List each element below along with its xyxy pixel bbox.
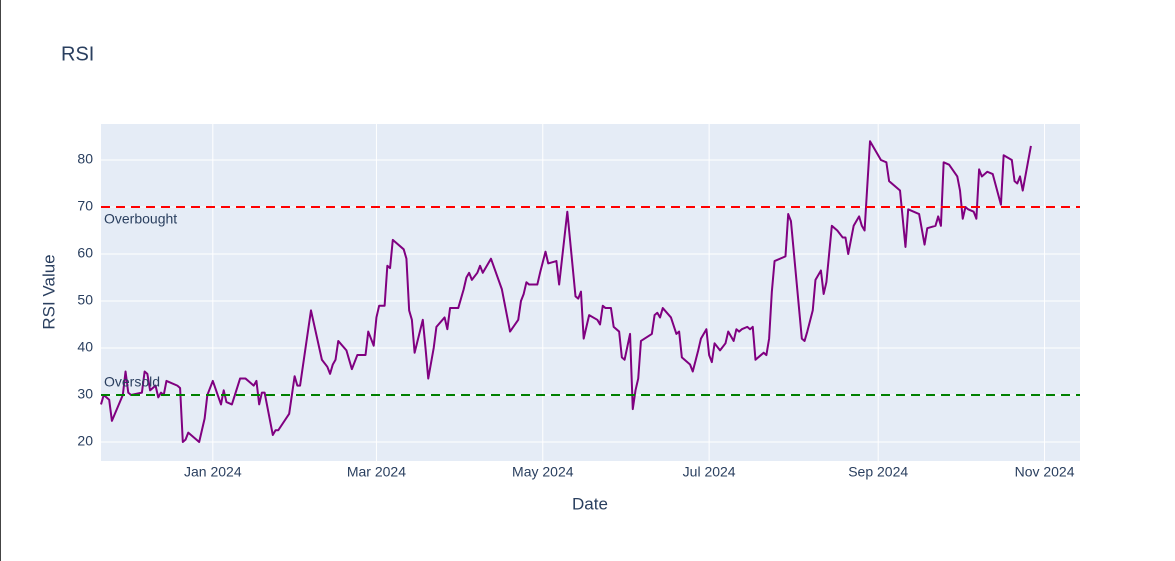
- chart-title: RSI: [61, 43, 94, 65]
- y-tick-label: 70: [77, 198, 93, 214]
- x-tick-label: Mar 2024: [347, 464, 406, 480]
- marks: Overbought Oversold: [100, 140, 1080, 444]
- y-tick-label: 80: [77, 151, 93, 167]
- x-tick-label: Sep 2024: [848, 464, 908, 480]
- y-tick-label: 40: [77, 339, 93, 355]
- y-tick-label: 30: [77, 386, 93, 402]
- x-tick-label: May 2024: [512, 464, 574, 480]
- x-axis-title: Date: [572, 494, 608, 513]
- rsi-line: [100, 140, 1032, 444]
- threshold-label: Overbought: [104, 211, 177, 227]
- y-tick-label: 20: [77, 433, 93, 449]
- y-axis-title: RSI Value: [39, 254, 58, 329]
- x-tick-label: Nov 2024: [1015, 464, 1075, 480]
- threshold-label: Oversold: [104, 374, 160, 390]
- y-tick-label: 60: [77, 245, 93, 261]
- x-tick-label: Jul 2024: [683, 464, 736, 480]
- grid: 20 30 40 50 60 70 80 Jan 2024 Mar 2024 May 2024 Ju…: [77, 124, 1080, 480]
- x-tick-label: Jan 2024: [184, 464, 242, 480]
- plot-background: [101, 124, 1080, 461]
- y-tick-label: 50: [77, 292, 93, 308]
